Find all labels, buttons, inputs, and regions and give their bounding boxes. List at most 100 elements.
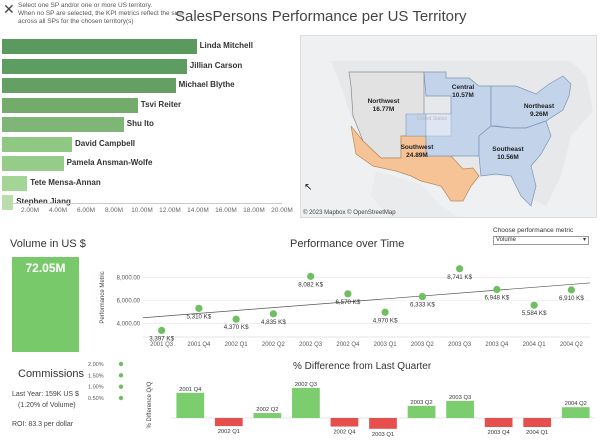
region-northeast[interactable]	[490, 75, 572, 129]
diff-bar[interactable]	[407, 405, 436, 418]
perf-x-tick: 2002 Q1	[225, 342, 249, 348]
cursor-icon: ↖	[304, 182, 313, 193]
salesperson-bar[interactable]	[2, 117, 124, 132]
metric-selector-label: Choose performance metric	[493, 227, 574, 234]
diff-title: % Difference from Last Quarter	[293, 361, 432, 372]
bar-axis-tick: 18.00M	[243, 207, 265, 214]
salesperson-bar[interactable]	[2, 97, 138, 113]
salesperson-bar[interactable]	[2, 78, 176, 93]
diff-chart: % Difference Q/Q 2001 Q4 2002 Q1 2002 Q2 200…	[147, 381, 595, 438]
region-southeast[interactable]	[478, 120, 552, 207]
diff-bar-label: 2003 Q4	[488, 430, 511, 436]
bar-axis-tick: 12.00M	[159, 207, 181, 214]
volume-kpi-box[interactable]: 72.05M	[12, 257, 79, 352]
diff-bar[interactable]	[176, 392, 205, 418]
volume-title: Volume in US $	[10, 238, 86, 250]
bar-axis-tick: 6.00M	[76, 207, 96, 214]
diff-bar-label: 2004 Q2	[565, 401, 587, 407]
perf-point[interactable]	[344, 290, 352, 298]
perf-point[interactable]	[269, 310, 277, 318]
diff-bar[interactable]	[369, 418, 397, 429]
perf-point[interactable]	[456, 265, 464, 273]
diff-bar-label: 2002 Q4	[333, 430, 356, 436]
dashboard-title: SalesPersons Performance per US Territor…	[175, 8, 467, 25]
mini-axis-tick: 1.00%	[88, 385, 104, 391]
diff-bar[interactable]	[484, 418, 513, 427]
salesperson-name[interactable]: Michael Blythe	[178, 80, 235, 89]
bar-axis-tick: 14.00M	[187, 207, 209, 214]
mini-point[interactable]	[118, 384, 124, 389]
salesperson-bar[interactable]	[2, 156, 64, 171]
salesperson-name[interactable]: Pamela Ansman-Wolfe	[66, 158, 153, 167]
diff-bar-label: 2004 Q1	[526, 430, 548, 436]
instructions-text: Select one SP and/or one or more US terr…	[18, 2, 184, 25]
mini-point[interactable]	[118, 361, 124, 367]
perf-x-tick: 2004 Q1	[523, 342, 547, 348]
commissions-title: Commissions	[18, 368, 85, 380]
diff-bar[interactable]	[214, 418, 243, 427]
perf-point[interactable]	[195, 304, 203, 312]
salesperson-bar[interactable]	[2, 58, 187, 74]
perf-point-label: 6,333 K$	[410, 302, 435, 309]
perf-point[interactable]	[493, 285, 501, 294]
salesperson-bar[interactable]	[2, 175, 28, 191]
salesperson-name[interactable]: Stephen Jiang	[16, 197, 71, 206]
salesperson-name[interactable]: Linda Mitchell	[199, 41, 253, 50]
perf-x-tick: 2002 Q3	[299, 342, 323, 348]
salesperson-bar[interactable]	[2, 39, 197, 54]
perf-point-label: 6,948 K$	[484, 294, 509, 301]
perf-point-label: 5,310 K$	[186, 313, 211, 320]
diff-bar-label: 2003 Q3	[449, 395, 471, 401]
perf-point[interactable]	[418, 292, 426, 301]
perf-point-label: 8,741 K$	[447, 274, 472, 281]
diff-bar[interactable]	[292, 387, 320, 418]
perf-x-tick: 2003 Q2	[411, 342, 435, 348]
salesperson-name[interactable]: Tete Mensa-Annan	[30, 177, 101, 187]
metric-select[interactable]: Volume ▾	[493, 236, 589, 245]
diff-bar[interactable]	[523, 418, 552, 427]
mini-axis-tick: 0.50%	[88, 396, 104, 402]
perf-point-label: 4,970 K$	[373, 317, 398, 324]
perf-x-tick: 2003 Q1	[374, 342, 398, 348]
salesperson-name[interactable]: Jillian Carson	[189, 60, 243, 70]
perf-trend-line	[142, 282, 591, 319]
diff-bar-label: 2003 Q2	[410, 400, 432, 406]
mini-point[interactable]	[118, 395, 124, 401]
chevron-down-icon[interactable]: ▾	[582, 237, 586, 243]
bar-axis-tick: 4.00M	[48, 207, 68, 214]
close-icon[interactable]: ✕	[3, 1, 15, 17]
salesperson-bar[interactable]	[2, 195, 14, 210]
diff-bar[interactable]	[446, 400, 474, 418]
perf-point[interactable]	[232, 315, 240, 323]
label-northwest: Northwest 16.77M	[367, 98, 400, 113]
perf-point[interactable]	[530, 301, 538, 309]
us-map-svg[interactable]: United States	[301, 36, 597, 218]
mini-axis-tick: 2.00%	[88, 362, 104, 368]
salesperson-name[interactable]: Shu Ito	[126, 119, 154, 128]
perf-x-tick: 2001 Q3	[150, 342, 174, 348]
salesperson-bar[interactable]	[2, 136, 72, 152]
perf-point[interactable]	[567, 286, 575, 294]
perf-x-tick: 2002 Q2	[262, 342, 286, 348]
perf-point[interactable]	[307, 272, 315, 280]
mini-point[interactable]	[118, 373, 124, 378]
perf-y-tick: 4,000.00	[117, 321, 141, 327]
commissions-pct-volume: (1.20% of Volume)	[18, 402, 76, 409]
bar-axis-tick: 2.00M	[20, 207, 40, 214]
metric-select-value: Volume	[496, 237, 517, 243]
salesperson-name[interactable]: David Campbell	[75, 138, 136, 148]
diff-bar[interactable]	[561, 407, 590, 418]
perf-point-label: 4,835 K$	[261, 319, 286, 326]
salesperson-name[interactable]: Tsvi Reiter	[140, 99, 182, 109]
diff-bar[interactable]	[253, 413, 282, 418]
perf-point[interactable]	[381, 308, 389, 316]
territory-map[interactable]: United States Northwest 16.77M Central 10.…	[300, 35, 597, 218]
diff-bar[interactable]	[330, 418, 359, 427]
perf-point-label: 6,570 K$	[335, 299, 360, 306]
perf-x-tick: 2002 Q4	[336, 342, 360, 348]
map-watermark: United States	[417, 116, 448, 122]
commission-pct-axis: 2.00% 1.50% 1.00% 0.50%	[88, 361, 124, 402]
bar-axis-tick: 8.00M	[104, 207, 124, 214]
perf-point[interactable]	[158, 326, 166, 335]
bar-axis-tick: 20.00M	[271, 207, 293, 214]
